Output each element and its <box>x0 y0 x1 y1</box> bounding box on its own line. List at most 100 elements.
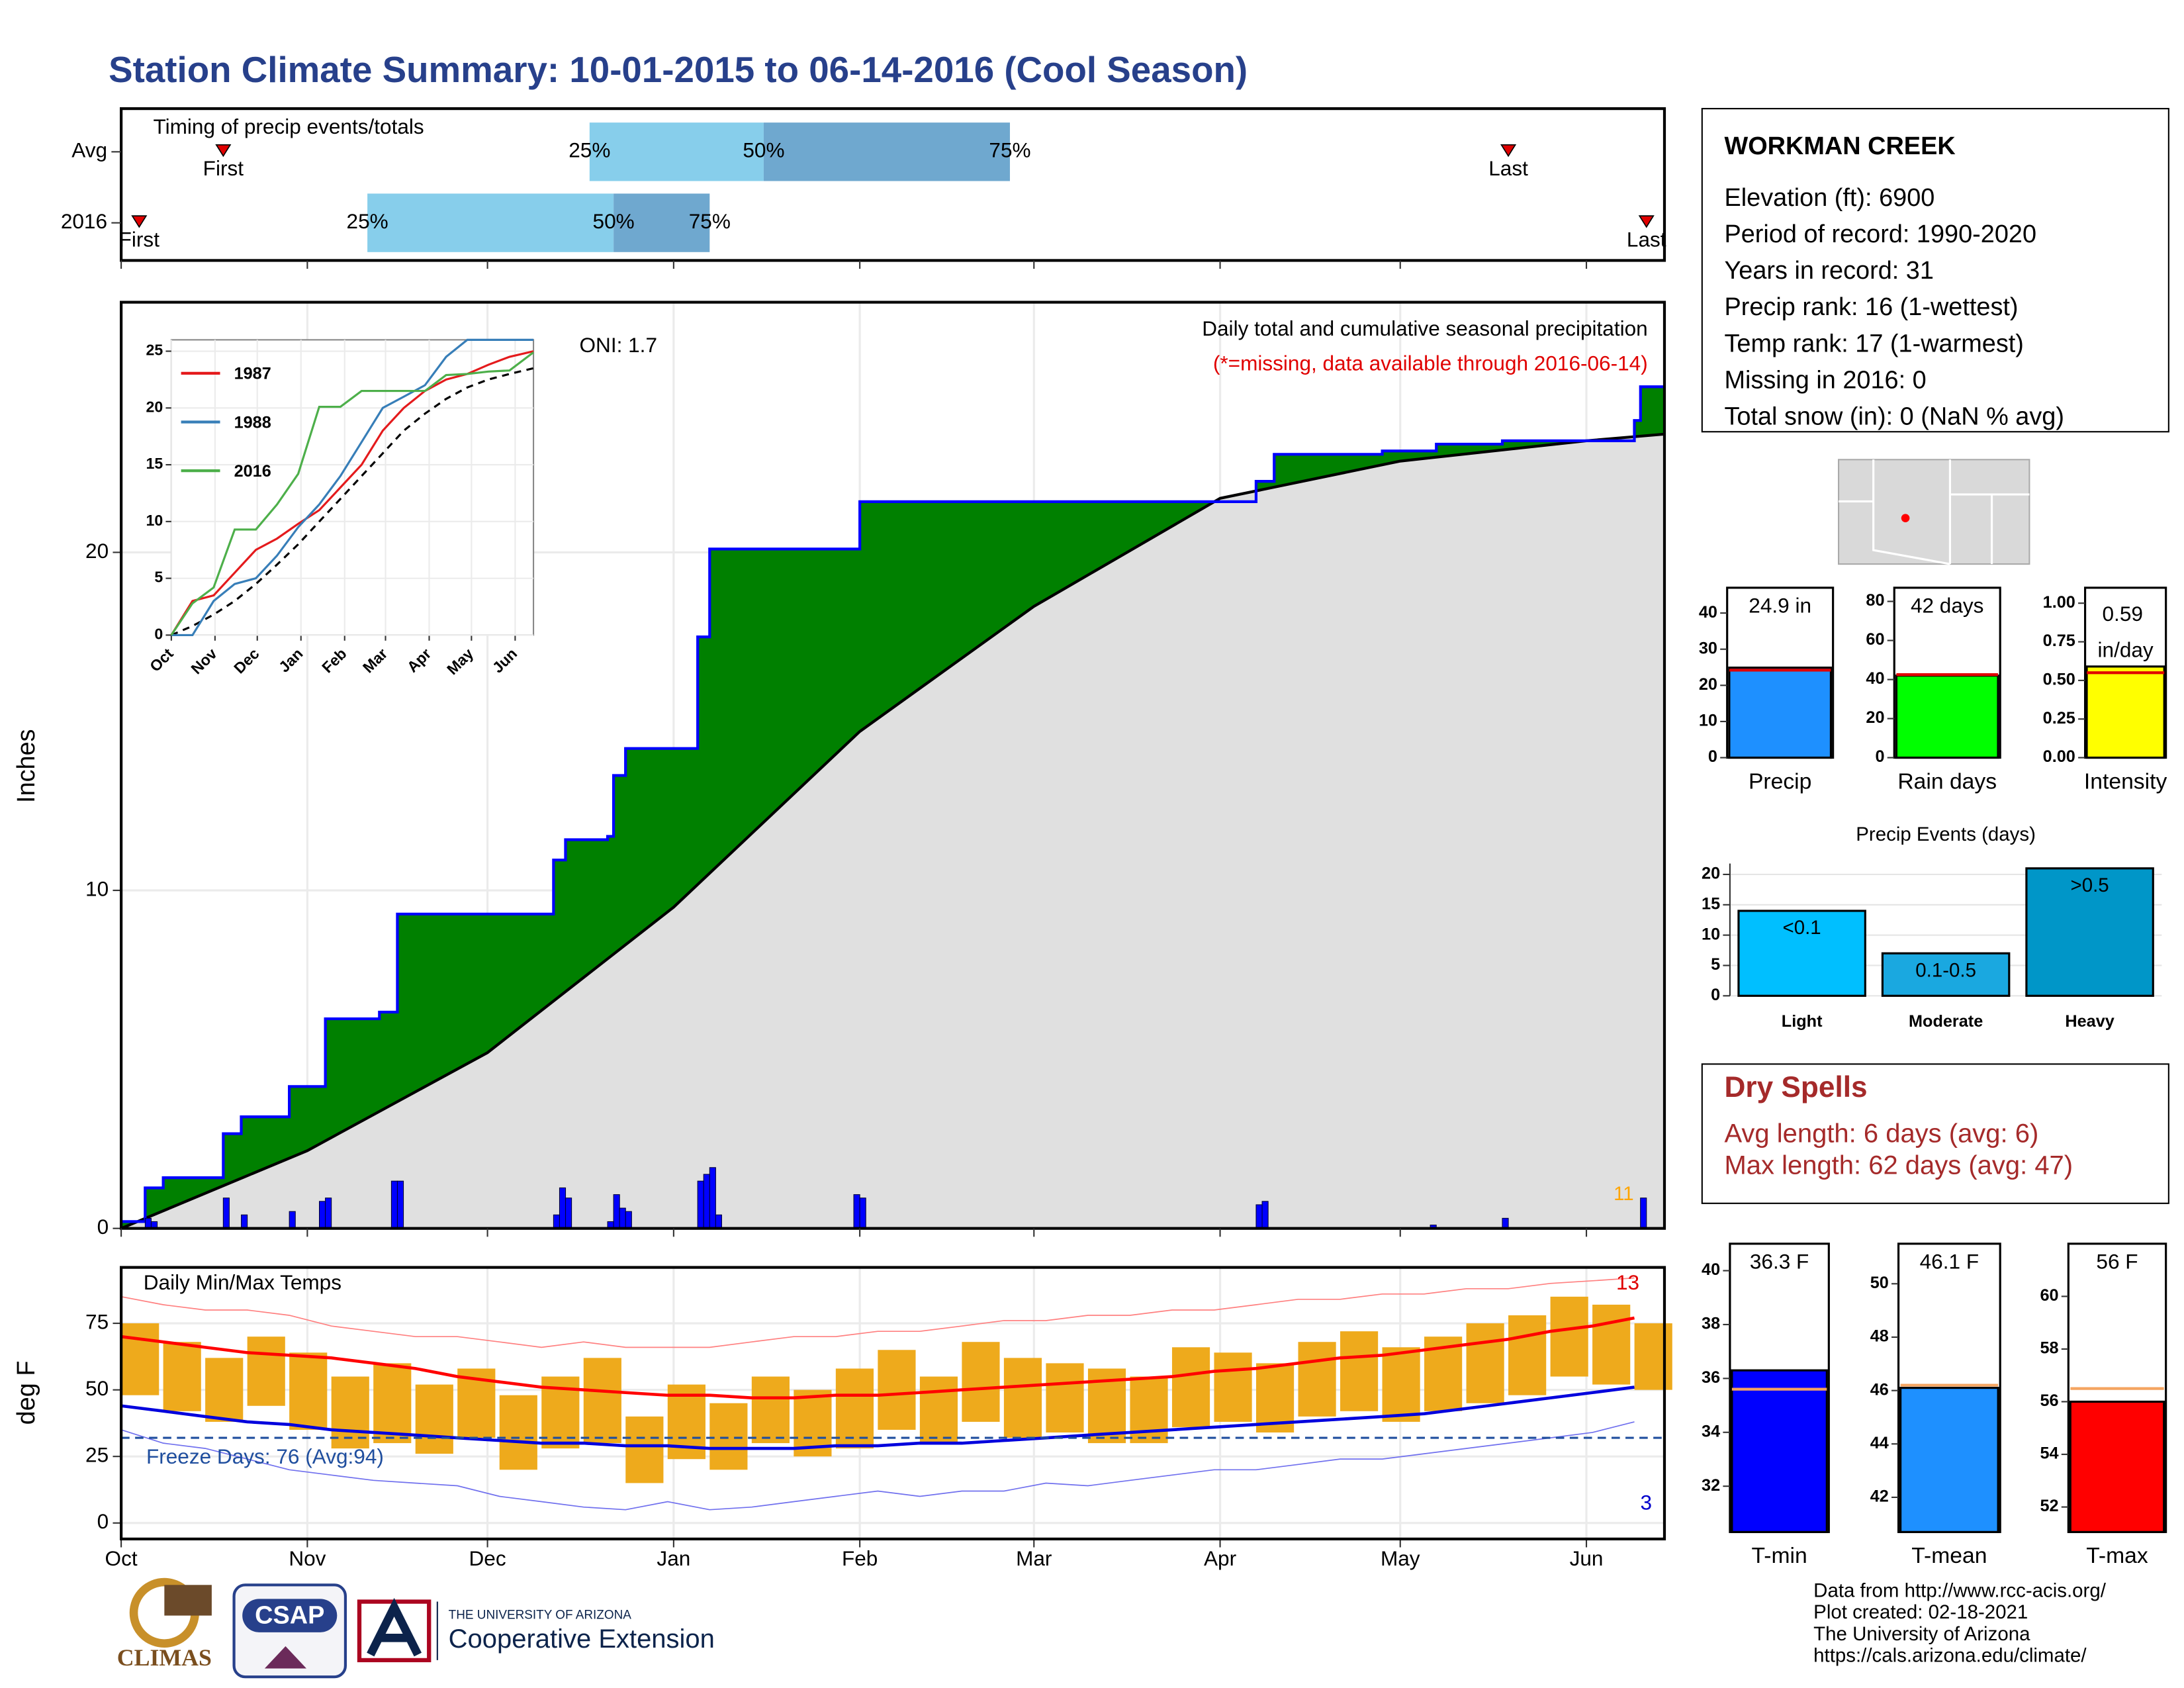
y-tick-label: 34 <box>1702 1422 1720 1440</box>
event-marker <box>215 144 232 158</box>
cumulative-line <box>121 385 1664 1223</box>
x-tick-label: Jun <box>1570 1546 1604 1570</box>
y-tick-label: 48 <box>1870 1327 1889 1346</box>
station-info: Precip rank: 16 (1-wettest) <box>1724 293 2018 321</box>
temp-range-bar <box>499 1395 537 1470</box>
x-tick-label: Rain days <box>1897 769 1997 794</box>
value-label: 56 F <box>2096 1250 2138 1274</box>
chart-title: Daily Min/Max Temps <box>144 1270 341 1294</box>
daily-bar <box>709 1167 716 1229</box>
y-tick-label: 10 <box>1702 925 1720 943</box>
bar <box>2069 1400 2165 1533</box>
legend-label: 1987 <box>234 365 271 383</box>
climas-logo: CLIMAS <box>117 1644 212 1671</box>
value-label: 36.3 F <box>1750 1250 1809 1274</box>
timing-title: Timing of precip events/totals <box>154 115 424 138</box>
y-axis-title: Inches <box>13 729 40 803</box>
record-min-line <box>120 1421 1635 1511</box>
quartile-label: 75% <box>989 138 1030 162</box>
y-tick-label: 36 <box>1702 1368 1720 1387</box>
x-tick-label: Dec <box>469 1546 506 1570</box>
ua-name: THE UNIVERSITY OF ARIZONA <box>449 1609 632 1622</box>
daily-bar <box>553 1214 560 1229</box>
x-tick-label: T-min <box>1752 1544 1807 1568</box>
temp-range-bar <box>1466 1323 1504 1403</box>
y-tick-label: 75 <box>85 1309 109 1333</box>
y-tick-label: 10 <box>1699 712 1717 730</box>
value-label: 24.9 in <box>1749 594 1811 618</box>
temp-range-bar <box>247 1336 285 1406</box>
temp-range-bar <box>1171 1347 1210 1427</box>
daily-bar <box>859 1197 866 1229</box>
annotation: Freeze Days: 76 (Avg:94) <box>146 1444 384 1468</box>
daily-bar <box>1255 1204 1263 1229</box>
temp-range-bar <box>121 1323 159 1395</box>
record-low-count: 3 <box>1640 1491 1652 1515</box>
bar <box>1895 675 1999 759</box>
map-bg <box>1838 459 2030 565</box>
y-tick-label: 5 <box>1711 955 1720 974</box>
y-tick-label: 0 <box>97 1509 109 1533</box>
legend-label: 2016 <box>234 462 271 481</box>
temp-range-bar <box>1298 1342 1336 1417</box>
daily-bar <box>625 1211 632 1229</box>
temp-range-bar <box>289 1352 328 1430</box>
temp-range-bar <box>583 1358 621 1444</box>
y-tick-label: 80 <box>1866 591 1884 610</box>
x-tick-label: T-mean <box>1911 1544 1987 1568</box>
value-label: 0.59 in/day <box>2098 602 2154 662</box>
daily-bar <box>853 1194 860 1229</box>
x-tick-label: Feb <box>842 1546 878 1570</box>
dry-spells-info: Avg length: 6 days (avg: 6) <box>1724 1119 2038 1148</box>
daily-bar <box>1640 1197 1647 1229</box>
y-tick-label: 0 <box>1711 986 1720 1004</box>
y-tick-label: 10 <box>146 512 163 529</box>
y-tick-label: 40 <box>1866 669 1884 688</box>
x-tick-label: Moderate <box>1909 1012 1983 1031</box>
x-tick-label: Oct <box>105 1546 138 1570</box>
y-tick-label: 42 <box>1870 1487 1889 1506</box>
value-label: 42 days <box>1911 594 1984 618</box>
y-tick-label: 25 <box>146 342 163 359</box>
y-tick-label: 5 <box>154 569 163 586</box>
y-tick-label: 25 <box>85 1443 109 1467</box>
y-tick-label: 0.00 <box>2043 747 2075 766</box>
x-tick-label: Precip <box>1749 769 1811 794</box>
quartile-label: 75% <box>689 209 731 233</box>
y-tick-label: 60 <box>2040 1286 2058 1305</box>
temp-frame <box>119 1266 1666 1540</box>
event-marker <box>1500 144 1517 158</box>
y-axis-title: deg F <box>13 1361 40 1425</box>
station-info: Period of record: 1990-2020 <box>1724 220 2036 248</box>
y-tick-label: 30 <box>1699 639 1717 657</box>
daily-bar <box>565 1197 572 1229</box>
daily-bar <box>613 1194 620 1229</box>
temp-range-bar <box>1550 1296 1588 1377</box>
daily-bar <box>1261 1201 1269 1229</box>
y-tick-label: 20 <box>1702 865 1720 883</box>
event-label: First <box>119 227 160 251</box>
record-max-line <box>120 1277 1635 1348</box>
y-tick-label: 44 <box>1870 1434 1889 1452</box>
daily-bar <box>390 1180 398 1229</box>
x-tick-label: T-max <box>2086 1544 2148 1568</box>
temp-range-bar <box>835 1368 874 1449</box>
event-label: Last <box>1627 227 1666 251</box>
y-tick-label: 0 <box>154 626 163 643</box>
y-tick-label: 50 <box>1870 1274 1889 1292</box>
temp-range-bar <box>163 1342 201 1411</box>
average-line <box>171 367 534 636</box>
station-info: Elevation (ft): 6900 <box>1724 184 1934 212</box>
quartile-label: 50% <box>593 209 635 233</box>
footer-line: Data from http://www.rcc-acis.org/ <box>1813 1580 2107 1602</box>
y-tick-label: 32 <box>1702 1476 1720 1495</box>
daily-bar <box>619 1207 626 1229</box>
x-tick-label: Jan <box>657 1546 690 1570</box>
event-count: 11 <box>1614 1183 1634 1205</box>
y-tick-label: 20 <box>85 539 109 563</box>
temp-range-bar <box>1634 1323 1672 1390</box>
bin-label: <0.1 <box>1783 917 1821 939</box>
x-tick-label: Intensity <box>2084 769 2167 794</box>
y-tick-label: 40 <box>1699 603 1717 622</box>
